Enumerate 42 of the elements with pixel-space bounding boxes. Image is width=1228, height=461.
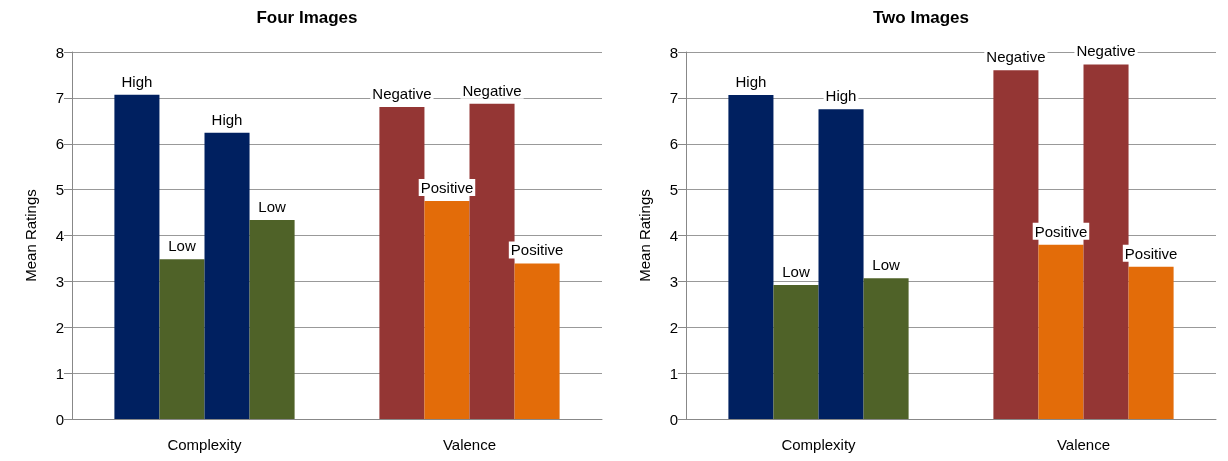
y-tick-label: 6 xyxy=(55,135,64,153)
y-tick-label: 2 xyxy=(669,318,678,336)
y-tick-label: 8 xyxy=(669,43,678,61)
data-label: High xyxy=(735,73,767,91)
chart-title: Two Images xyxy=(872,8,970,27)
data-label: Negative xyxy=(372,85,432,103)
data-label: Low xyxy=(872,256,900,274)
data-label: Negative xyxy=(462,81,522,99)
data-label: High xyxy=(211,110,243,128)
data-label: Negative xyxy=(986,48,1046,66)
y-tick-label: 7 xyxy=(55,89,64,107)
y-tick-label: 1 xyxy=(55,364,64,382)
y-tick-label: 3 xyxy=(55,272,64,290)
x-tick-label: Valence xyxy=(1056,436,1111,453)
y-tick-label: 4 xyxy=(669,227,678,244)
data-label: High xyxy=(825,87,857,105)
data-label: Negative xyxy=(1076,42,1136,60)
y-tick-label: 8 xyxy=(55,43,64,61)
data-label: Positive xyxy=(420,179,474,197)
y-tick-label: 7 xyxy=(669,89,678,107)
y-tick-label: 5 xyxy=(55,181,64,199)
y-tick-label: 3 xyxy=(669,272,678,290)
y-tick-label: 2 xyxy=(55,318,64,336)
x-tick-label: Complexity xyxy=(167,436,243,453)
y-tick-label: 4 xyxy=(55,227,64,244)
data-label: Low xyxy=(258,197,286,215)
data-label: Positive xyxy=(1124,244,1178,262)
y-tick-label: 0 xyxy=(669,410,678,428)
data-label: Low xyxy=(782,263,810,281)
data-label: Positive xyxy=(510,241,564,259)
y-tick-label: 6 xyxy=(669,135,678,153)
y-tick-label: 5 xyxy=(669,181,678,199)
y-tick-label: 0 xyxy=(55,410,64,428)
chart-title: Four Images xyxy=(256,8,358,27)
y-axis-title: Mean Ratings xyxy=(636,189,653,282)
x-tick-label: Valence xyxy=(442,436,497,453)
y-axis-title: Mean Ratings xyxy=(22,189,39,282)
x-tick-label: Complexity xyxy=(781,436,857,453)
data-label: High xyxy=(121,72,153,90)
data-label: Positive xyxy=(1034,222,1088,240)
data-label: Low xyxy=(168,237,196,255)
y-tick-label: 1 xyxy=(669,364,678,382)
